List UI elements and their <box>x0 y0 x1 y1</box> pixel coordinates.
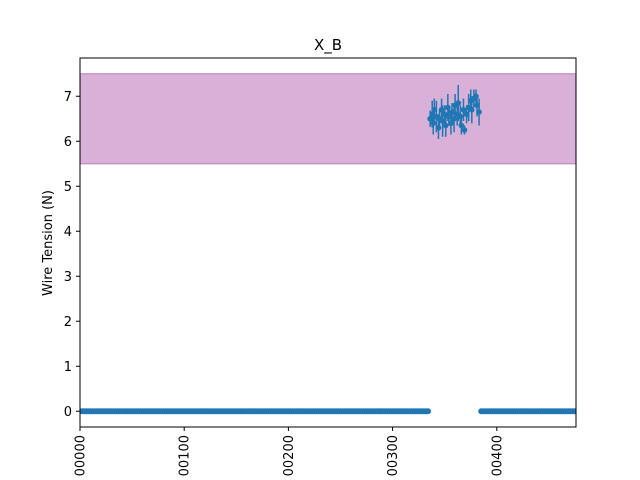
tension-point <box>458 122 465 129</box>
y-axis-label: Wire Tension (N) <box>41 190 56 296</box>
zero-point <box>425 408 432 415</box>
plot-area <box>80 73 576 415</box>
zero-point <box>571 408 576 415</box>
tension-point <box>473 93 479 100</box>
tension-point <box>448 120 454 127</box>
axes: 0 1 2 3 4 5 6 7 00000 00100 00200 00300 00400 <box>64 57 577 476</box>
y-tick-label: 0 <box>64 405 72 420</box>
y-tick-label: 4 <box>64 225 72 240</box>
y-tick-label: 5 <box>64 180 72 195</box>
tension-point <box>442 122 449 129</box>
y-tick-label: 7 <box>64 90 72 105</box>
tension-point <box>468 106 475 113</box>
plot-content <box>80 73 576 415</box>
x-tick-label: 00100 <box>178 435 193 476</box>
y-tick-label: 2 <box>64 315 72 330</box>
y-tick-label: 1 <box>64 360 72 375</box>
tension-point <box>435 124 442 131</box>
x-tick-label: 00200 <box>282 435 297 476</box>
x-tick-label: 00000 <box>74 435 89 476</box>
tension-point <box>461 127 468 133</box>
tension-point <box>445 104 451 111</box>
tension-point <box>460 106 467 113</box>
chart-title: X_B <box>314 36 342 55</box>
y-tick-label: 6 <box>64 135 72 150</box>
tension-point <box>451 115 457 122</box>
tension-point <box>430 120 437 127</box>
tension-point <box>457 113 464 120</box>
y-tick-label: 3 <box>64 270 72 285</box>
x-tick-label: 00300 <box>386 435 401 476</box>
tension-point <box>476 109 482 115</box>
axes-frame <box>79 57 577 428</box>
x-tick-label: 00400 <box>490 435 505 476</box>
tension-point <box>455 100 462 106</box>
tolerance-band <box>80 73 576 165</box>
